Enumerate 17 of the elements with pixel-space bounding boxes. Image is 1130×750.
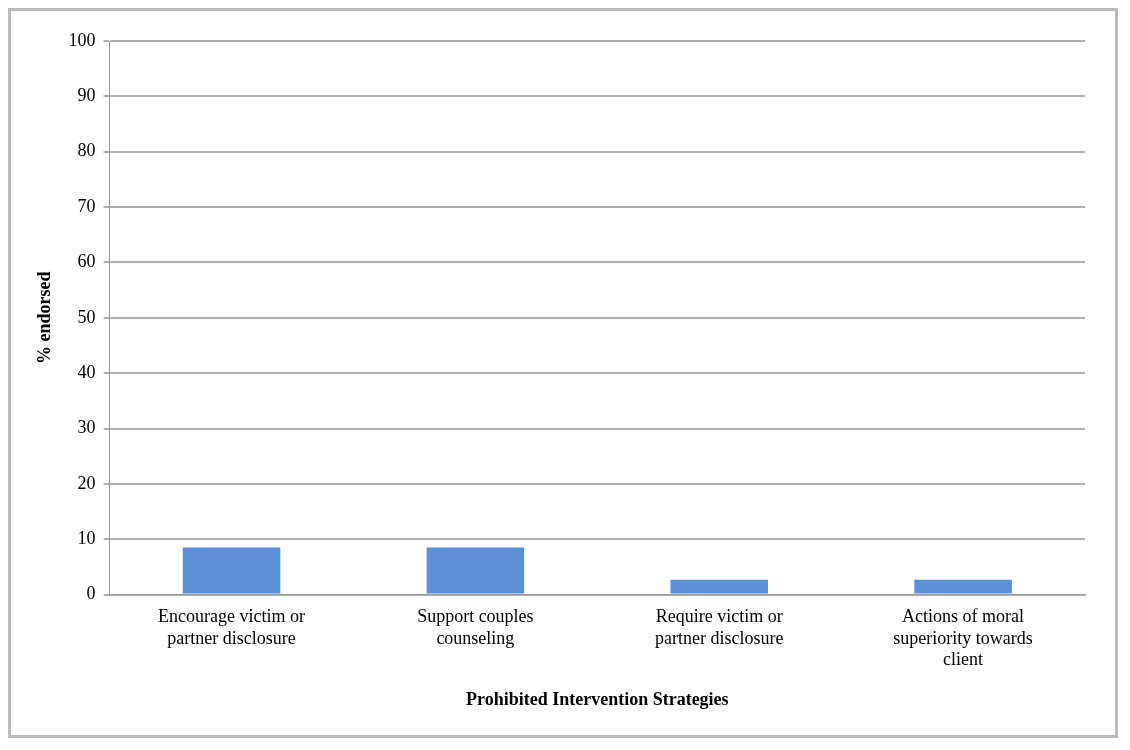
- y-tick-label: 60: [77, 251, 96, 272]
- x-tick-label: Support couples counseling: [417, 606, 534, 648]
- y-tick-label: 10: [77, 527, 96, 548]
- y-tick-label: 100: [68, 29, 96, 50]
- x-tick-label: Require victim or partner disclosure: [655, 606, 784, 648]
- y-tick-label: 50: [77, 306, 96, 327]
- y-tick-label: 0: [86, 583, 96, 604]
- y-tick-label: 20: [77, 472, 96, 493]
- y-tick-label: 40: [77, 361, 96, 382]
- x-tick-label: Encourage victim or partner disclosure: [158, 606, 305, 648]
- y-axis-title: % endorsed: [34, 271, 55, 365]
- y-tick-label: 90: [77, 85, 96, 106]
- y-tick-label: 70: [77, 195, 96, 216]
- x-axis-title: Prohibited Intervention Strategies: [465, 688, 729, 709]
- x-tick-label: Actions of moral superiority towards client: [893, 606, 1033, 670]
- y-tick-label: 30: [77, 417, 96, 438]
- y-tick-label: 80: [77, 140, 96, 161]
